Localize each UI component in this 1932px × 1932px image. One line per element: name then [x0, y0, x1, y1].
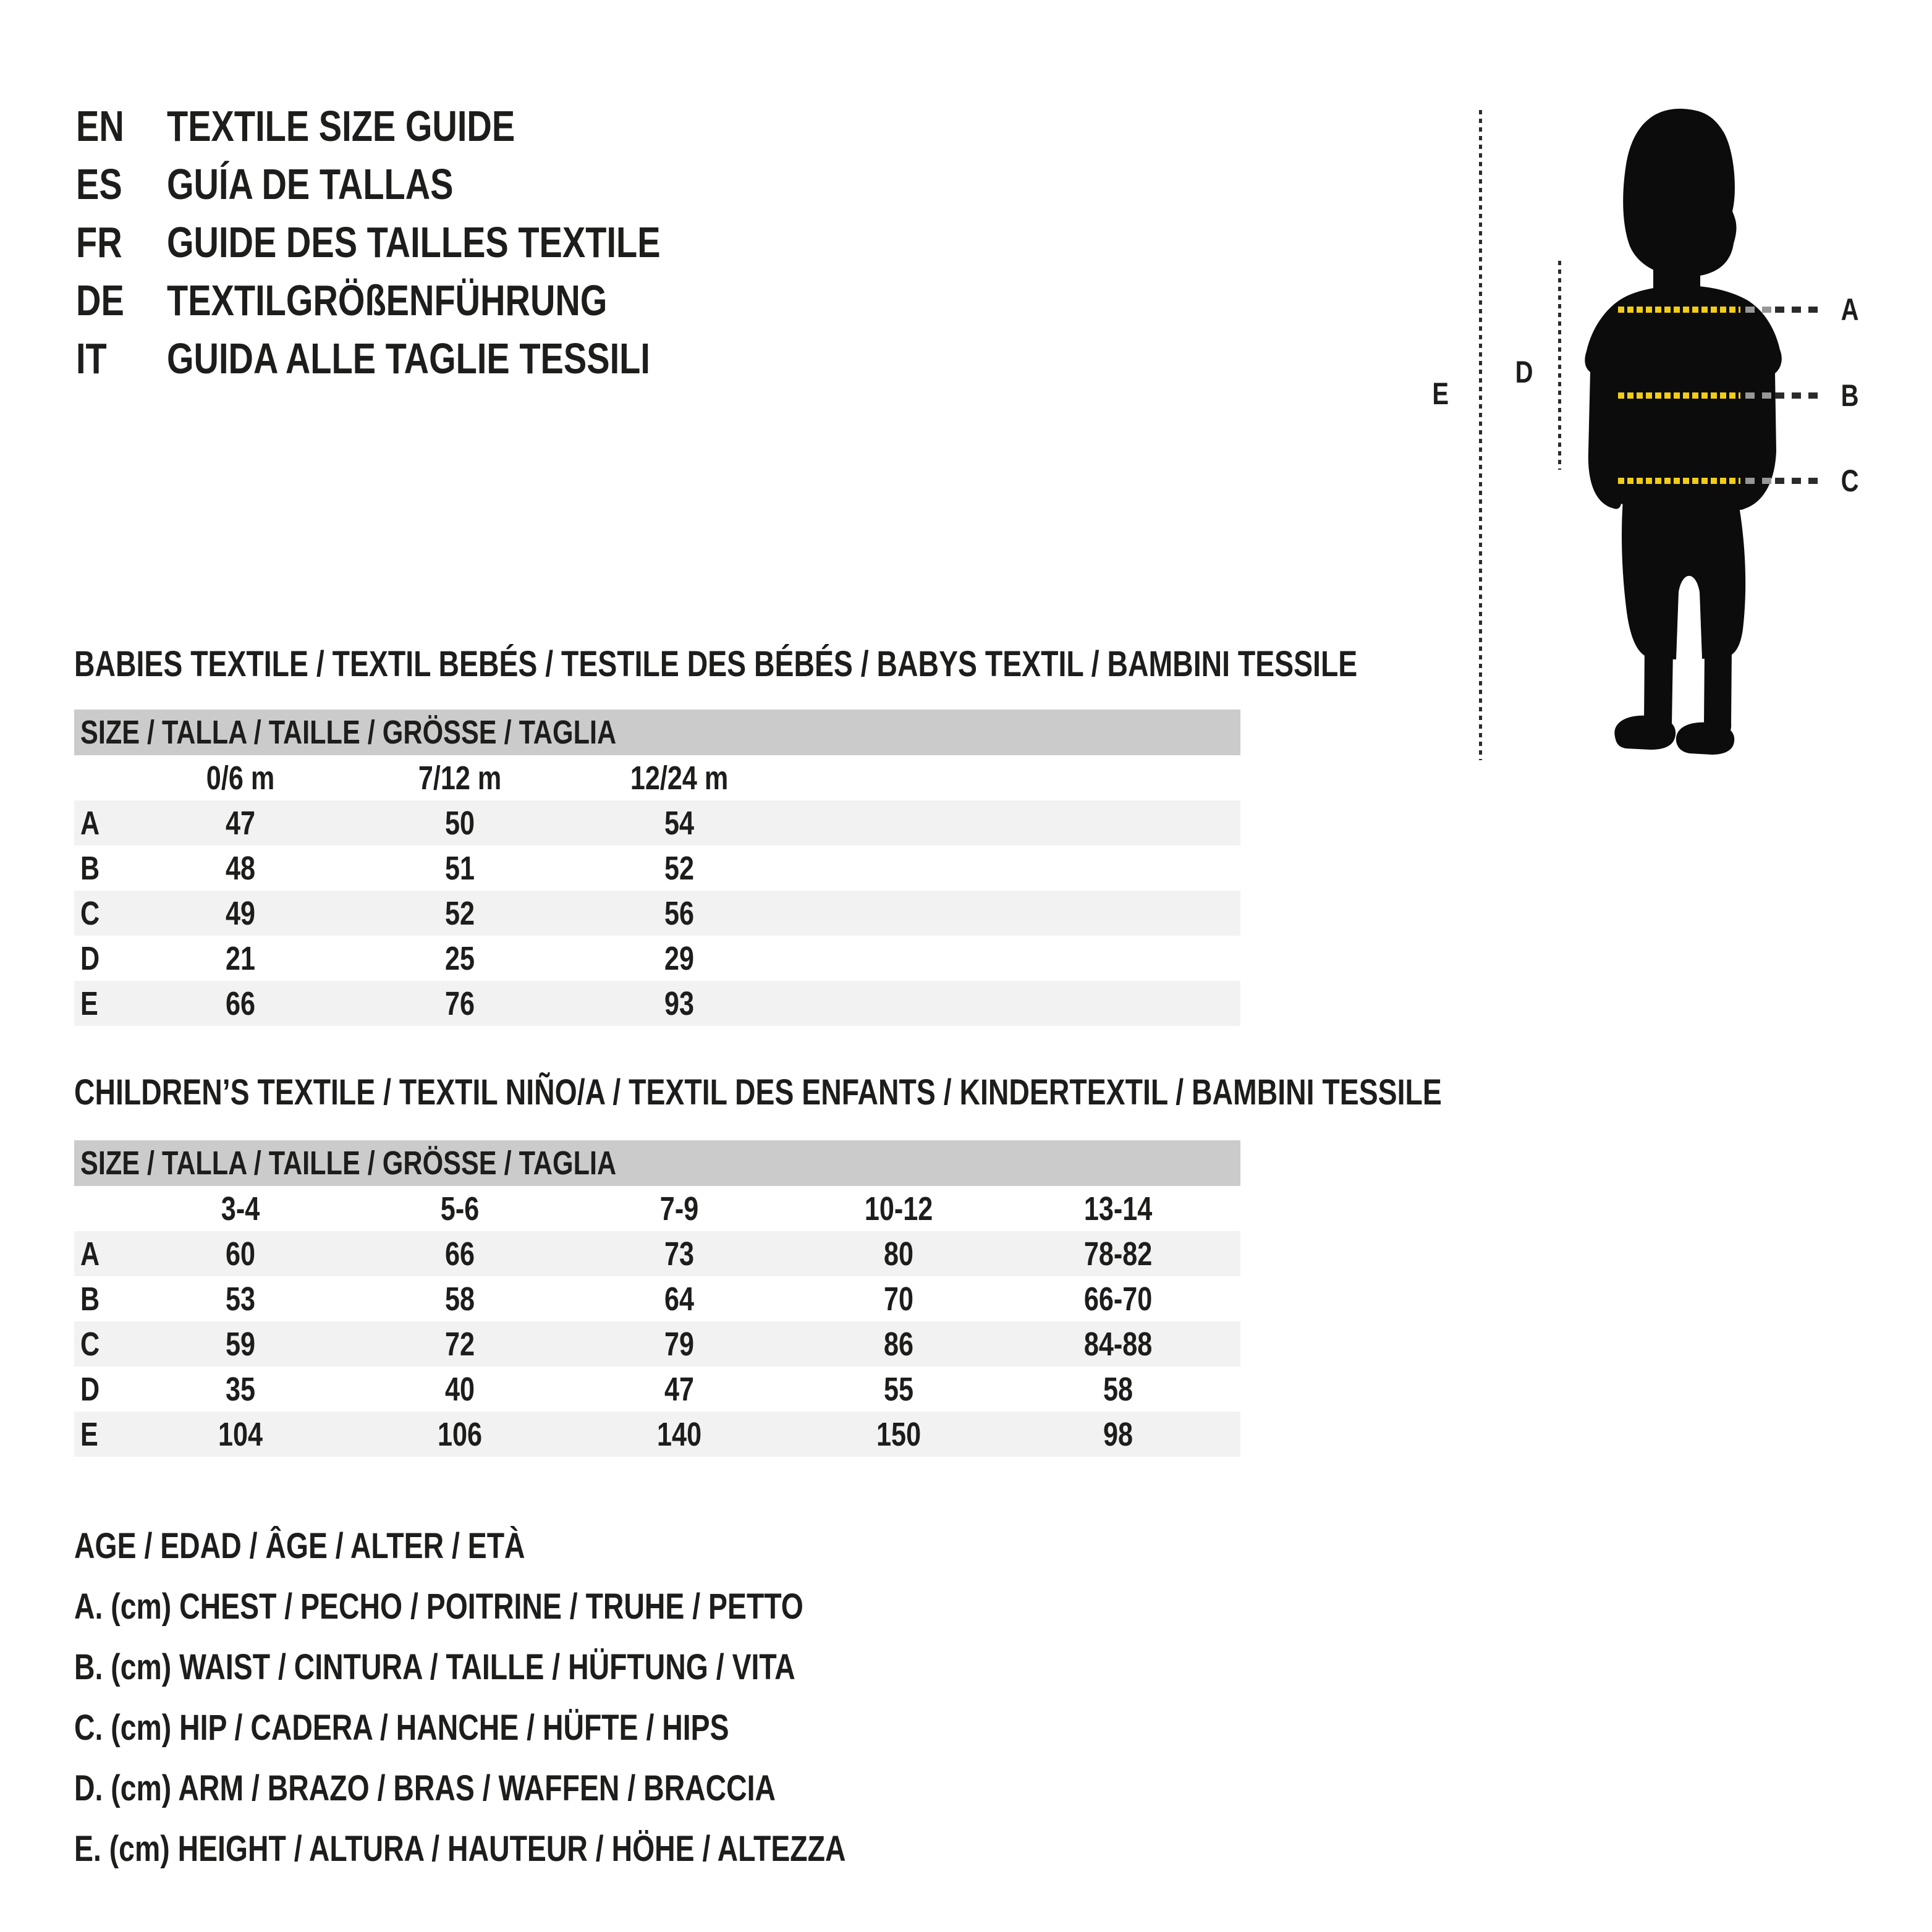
babies-size-table: SIZE / TALLA / TAILLE / GRÖSSE / TAGLIA … — [74, 710, 1240, 1026]
children-section-heading: CHILDREN’S TEXTILE / TEXTIL NIÑO/A / TEX… — [74, 1072, 1442, 1112]
language-row-de: DE TEXTILGRÖßENFÜHRUNG — [76, 271, 784, 329]
babies-row-b: B 48 51 52 — [80, 849, 695, 887]
children-row-b: B 53 58 64 70 66-70 — [80, 1280, 1153, 1318]
children-size-table: SIZE / TALLA / TAILLE / GRÖSSE / TAGLIA … — [74, 1140, 1240, 1457]
language-code-en: EN — [76, 102, 124, 150]
babies-col-0: 0/6 m — [206, 759, 275, 797]
language-title-it: GUIDA ALLE TAGLIE TESSILI — [167, 334, 650, 383]
measurement-legend: AGE / EDAD / ÂGE / ALTER / ETÀ A. (cm) C… — [74, 1515, 1039, 1879]
babies-size-header-bar: SIZE / TALLA / TAILLE / GRÖSSE / TAGLIA — [74, 710, 1240, 755]
babies-column-header-row: 0/6 m 7/12 m 12/24 m — [74, 755, 1240, 800]
legend-age: AGE / EDAD / ÂGE / ALTER / ETÀ — [74, 1525, 525, 1566]
babies-section-heading: BABIES TEXTILE / TEXTIL BEBÉS / TESTILE … — [74, 644, 1358, 684]
language-row-it: IT GUIDA ALLE TAGLIE TESSILI — [76, 329, 784, 388]
silhouette-head — [1623, 108, 1737, 276]
babies-col-1: 7/12 m — [418, 759, 502, 797]
language-code-es: ES — [76, 160, 122, 208]
children-row-e: E 104 106 140 150 98 — [74, 1412, 1240, 1457]
child-silhouette-image — [1585, 108, 1782, 755]
silhouette-left-leg — [1643, 648, 1673, 738]
hip-line-yellow — [1618, 478, 1740, 484]
children-column-header-row: 3-4 5-6 7-9 10-12 13-14 — [74, 1186, 1240, 1231]
children-row-d: D 35 40 47 55 58 — [80, 1370, 1133, 1408]
language-title-es: GUÍA DE TALLAS — [167, 160, 454, 208]
language-row-fr: FR GUIDE DES TAILLES TEXTILE — [76, 213, 784, 271]
babies-row-e: E 66 76 93 — [74, 981, 1240, 1026]
silhouette-right-leg — [1704, 648, 1732, 737]
legend-hip: C. (cm) HIP / CADERA / HANCHE / HÜFTE / … — [74, 1707, 729, 1748]
legend-waist: B. (cm) WAIST / CINTURA / TAILLE / HÜFTU… — [74, 1646, 795, 1687]
silhouette-left-shoe — [1614, 715, 1676, 750]
legend-arm: D. (cm) ARM / BRAZO / BRAS / WAFFEN / BR… — [74, 1768, 776, 1808]
hip-line-dark — [1775, 478, 1822, 484]
waist-line-dark — [1775, 392, 1822, 399]
waist-line-yellow — [1618, 392, 1740, 399]
children-col-4: 13-14 — [1084, 1190, 1153, 1227]
figure-label-e: E — [1432, 376, 1449, 411]
language-code-de: DE — [76, 276, 124, 324]
figure-label-d: D — [1515, 355, 1533, 389]
figure-label-c: C — [1841, 464, 1859, 498]
babies-row-d: D 21 25 29 — [80, 939, 695, 977]
chest-line-mid — [1745, 307, 1773, 313]
children-col-0: 3-4 — [221, 1190, 260, 1227]
children-col-1: 5-6 — [441, 1190, 480, 1227]
figure-label-b: B — [1841, 378, 1859, 413]
language-title-en: TEXTILE SIZE GUIDE — [167, 102, 515, 150]
language-title-list: EN TEXTILE SIZE GUIDE ES GUÍA DE TALLAS … — [76, 97, 784, 388]
legend-height: E. (cm) HEIGHT / ALTURA / HAUTEUR / HÖHE… — [74, 1828, 846, 1869]
children-row-a: A 60 66 73 80 78-82 — [74, 1231, 1240, 1276]
children-size-header-bar: SIZE / TALLA / TAILLE / GRÖSSE / TAGLIA — [74, 1140, 1240, 1186]
language-code-it: IT — [76, 334, 107, 383]
legend-chest: A. (cm) CHEST / PECHO / POITRINE / TRUHE… — [74, 1586, 803, 1627]
language-row-en: EN TEXTILE SIZE GUIDE — [76, 97, 784, 155]
waist-line-mid — [1745, 392, 1773, 399]
children-col-3: 10-12 — [865, 1190, 933, 1227]
children-col-2: 7-9 — [660, 1190, 699, 1227]
arm-measure-line-d — [1558, 261, 1561, 470]
hip-line-mid — [1745, 478, 1773, 484]
babies-row-c: C 49 52 56 — [74, 891, 1240, 936]
figure-label-a: A — [1841, 292, 1859, 327]
babies-row-a: A 47 50 54 — [74, 800, 1240, 845]
babies-col-2: 12/24 m — [630, 759, 729, 797]
chest-line-yellow — [1618, 307, 1740, 313]
height-measure-line-e — [1479, 110, 1482, 760]
silhouette-torso — [1585, 285, 1782, 514]
children-row-c: C 59 72 79 86 84-88 — [74, 1321, 1240, 1366]
language-title-fr: GUIDE DES TAILLES TEXTILE — [167, 218, 661, 266]
chest-line-dark — [1775, 307, 1822, 313]
language-code-fr: FR — [76, 218, 122, 266]
silhouette-right-shoe — [1676, 722, 1735, 755]
silhouette-shorts — [1622, 499, 1746, 659]
language-row-es: ES GUÍA DE TALLAS — [76, 155, 784, 213]
language-title-de: TEXTILGRÖßENFÜHRUNG — [167, 276, 608, 324]
